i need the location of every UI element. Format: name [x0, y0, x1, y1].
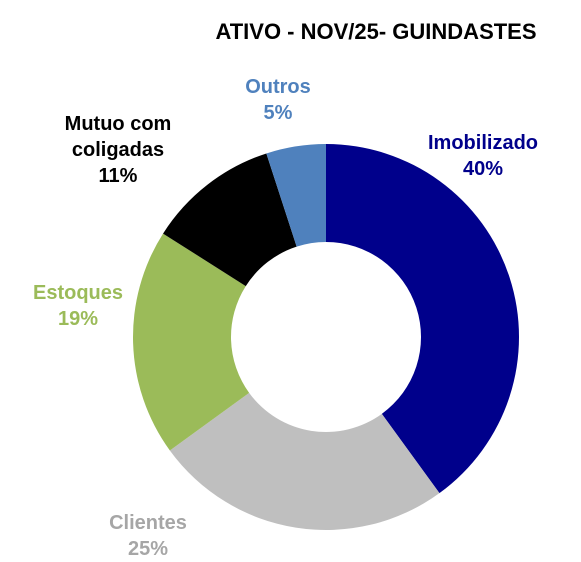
slice-label: Estoques 19%: [33, 280, 123, 332]
donut-slice: [133, 233, 250, 451]
category-label: Mutuo com coligadas: [64, 113, 172, 161]
slice-label: Imobilizado 40%: [428, 130, 538, 182]
donut-slice: [266, 144, 326, 247]
category-label: Estoques: [32, 282, 124, 304]
donut-slice: [163, 153, 297, 287]
value-label: 19%: [57, 308, 99, 330]
category-label: Imobilizado: [428, 132, 538, 154]
slice-label: Outros 5%: [245, 74, 311, 126]
value-label: 5%: [263, 102, 293, 124]
value-label: 25%: [127, 538, 169, 560]
slice-label: Mutuo com coligadas 11%: [43, 111, 193, 189]
chart-title: ATIVO - NOV/25- GUINDASTES: [215, 19, 537, 44]
donut-slice: [326, 144, 519, 494]
category-label: Clientes: [109, 512, 187, 534]
slice-label: Clientes 25%: [109, 510, 187, 562]
donut-slice: [169, 392, 440, 530]
value-label: 11%: [98, 165, 138, 187]
category-label: Outros: [245, 76, 311, 98]
value-label: 40%: [462, 158, 504, 180]
